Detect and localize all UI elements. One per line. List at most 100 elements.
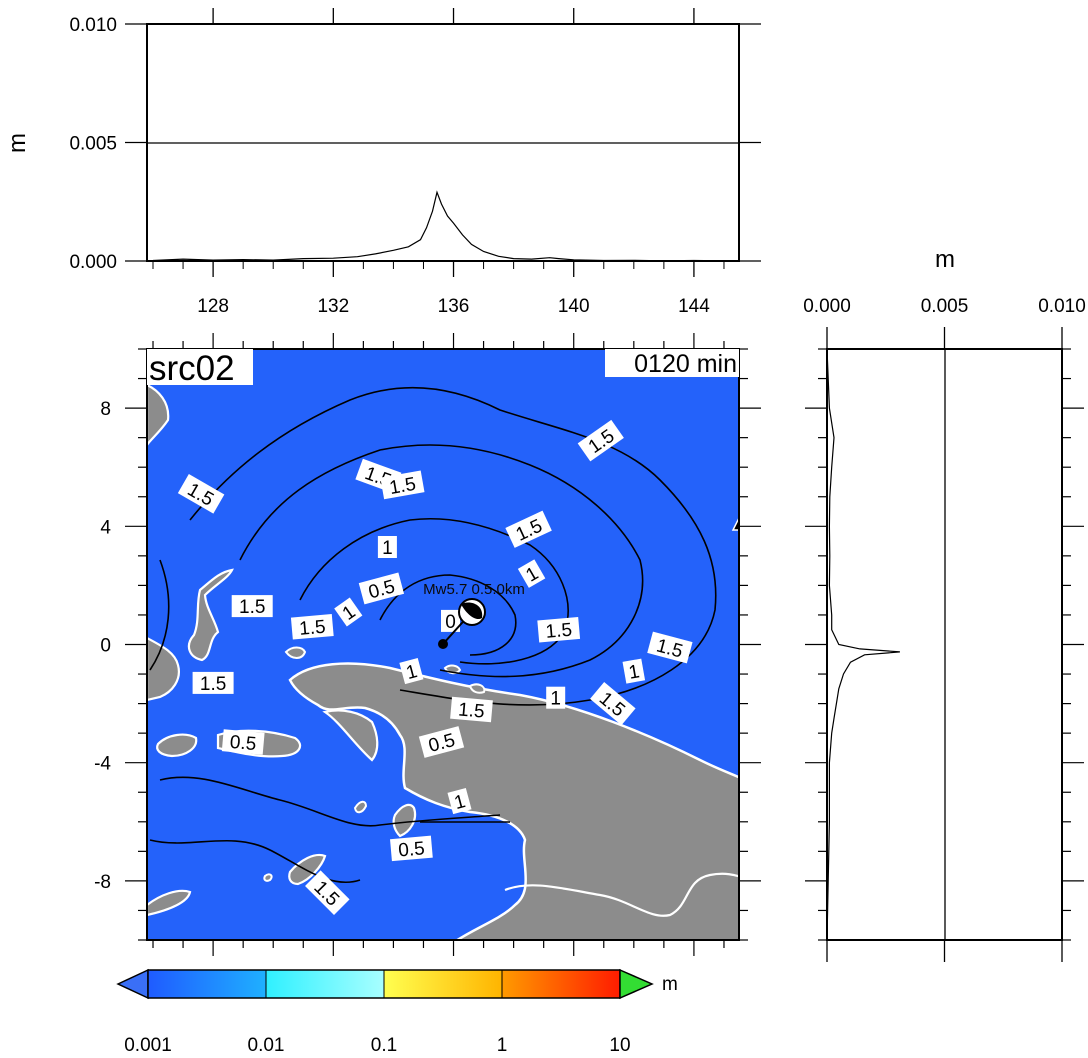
contour-ring-mid [239,444,644,678]
top-x-tick-label: 144 [678,296,710,317]
top-y-tick-label: 0.005 [69,134,117,155]
right-x-ticks: 0.000 0.005 0.010 [803,296,1086,962]
contour-label-box [622,658,646,684]
map-y-tick-label: 8 [100,399,111,420]
map-y-ticks: 8 4 0 -4 -8 [94,348,761,941]
contour-label-box [231,595,273,618]
colorbar-ticks: 0.001 0.01 0.1 1 10 [124,970,631,1056]
beachball-compression-quadrant [461,602,483,620]
colorbar-unit: m [662,974,678,995]
contour-label-box [450,696,493,723]
contour-label-text: 1 [550,689,561,710]
contour-label: 1 [622,658,646,684]
contour-label-box [192,671,234,694]
contour-label-text: 1 [627,661,641,684]
contour-west [149,559,170,671]
colorbar-tick-label: 1 [497,1035,508,1056]
colorbar-bin-3 [384,970,502,998]
contour-label: 0.5 [390,835,433,862]
contour-label: 1.5 [450,696,493,723]
contour-label-box [418,726,465,758]
contour-ring-inner [299,517,569,665]
contour-lines [149,386,717,884]
right-profile-panel: 0.000 0.005 0.010 m [803,246,1086,962]
contour-label: 1 [334,597,363,627]
contour-label-box [447,788,472,815]
colorbar: m 0.001 0.01 0.1 1 10 [116,968,678,1056]
top-x-ticks: 128 132 136 140 144 [152,8,725,317]
contour-south2 [149,839,361,884]
colorbar-tick-label: 0.01 [248,1035,285,1056]
contour-label-box [358,572,405,605]
landmass-halmahera [187,568,234,662]
top-ylabel: m [4,133,31,153]
map-y-tick-label: 4 [100,517,111,538]
contour-label-text: 0.5 [229,732,257,755]
contour-label-text: 0 [445,612,456,633]
contour-label-box [305,870,350,915]
contour-label: 1.5 [290,614,334,640]
contour-label: 1.5 [231,595,273,618]
colorbar-under-triangle [116,968,149,1000]
landmass-new-guinea [288,662,739,940]
time-label: 0120 min [634,350,737,378]
top-profile-series-line [152,190,725,262]
contour-south [159,776,501,827]
contour-label-box [177,474,225,514]
top-x-tick-label: 140 [558,296,590,317]
top-x-tick-label: 128 [197,296,229,317]
contour-label-text: 1.5 [388,474,418,499]
contour-label-box [505,510,552,548]
contour-label-box [537,616,581,643]
epicenter-dot [438,639,448,649]
contour-label-text: 1 [404,661,420,684]
contour-label-box [517,559,546,588]
top-x-tick-label: 136 [438,296,470,317]
contour-label-box [390,835,433,862]
contour-label-text: 1 [382,538,393,559]
map-y-tick-label: -8 [94,872,111,893]
contour-ring-core [379,574,517,656]
contour-label-text: 1 [452,791,468,814]
title-background [147,349,253,385]
colorbar-tick-label: 0.001 [124,1035,172,1056]
map-title: src02 [149,349,235,388]
source-label: Mw5.7 0.5.0km [423,581,525,598]
contour-label-box [441,609,460,632]
right-xlabel: m [935,246,955,273]
right-x-tick-label: 0.010 [1038,296,1086,317]
contour-label: 0.5 [358,572,405,605]
colorbar-tick-label: 0.1 [371,1035,397,1056]
landmass-buru [156,733,198,758]
contour-label: 1 [447,788,472,815]
contour-label-text: 0.5 [397,838,425,861]
colorbar-tick-label: 10 [609,1035,630,1056]
contour-label: 1.5 [537,616,581,643]
landmass-birds-head [322,709,379,762]
contour-label-text: 1.5 [298,617,326,640]
tide-gauge-triangle-icon [731,516,739,531]
colorbar-bin-2 [266,970,384,998]
contour-label: 0.5 [221,729,265,755]
colorbar-over-triangle [619,968,654,1000]
time-label-background [605,349,739,377]
contour-label: 1.5 [380,470,425,500]
top-y-tick-label: 0.000 [69,252,117,273]
contour-label-text: 1.5 [545,620,573,643]
contour-label-box [590,681,636,726]
landmass-small-islands [263,646,486,882]
colorbar-bin-4 [502,970,620,998]
top-y-ticks: 0.000 0.005 0.010 [69,15,761,273]
contour-label: 1 [399,658,424,685]
top-profile-panel: 128 132 136 140 144 0.000 0.005 0.010 m [4,8,761,317]
landmass-mindanao [147,383,170,448]
top-x-tick-label: 132 [317,296,349,317]
landmass-inner-coast [504,872,739,917]
contour-label-box [221,729,265,755]
map-x-ticks [152,333,725,956]
contour-label-text: 1.5 [200,674,226,695]
landmass-moluccas-west [147,636,180,702]
